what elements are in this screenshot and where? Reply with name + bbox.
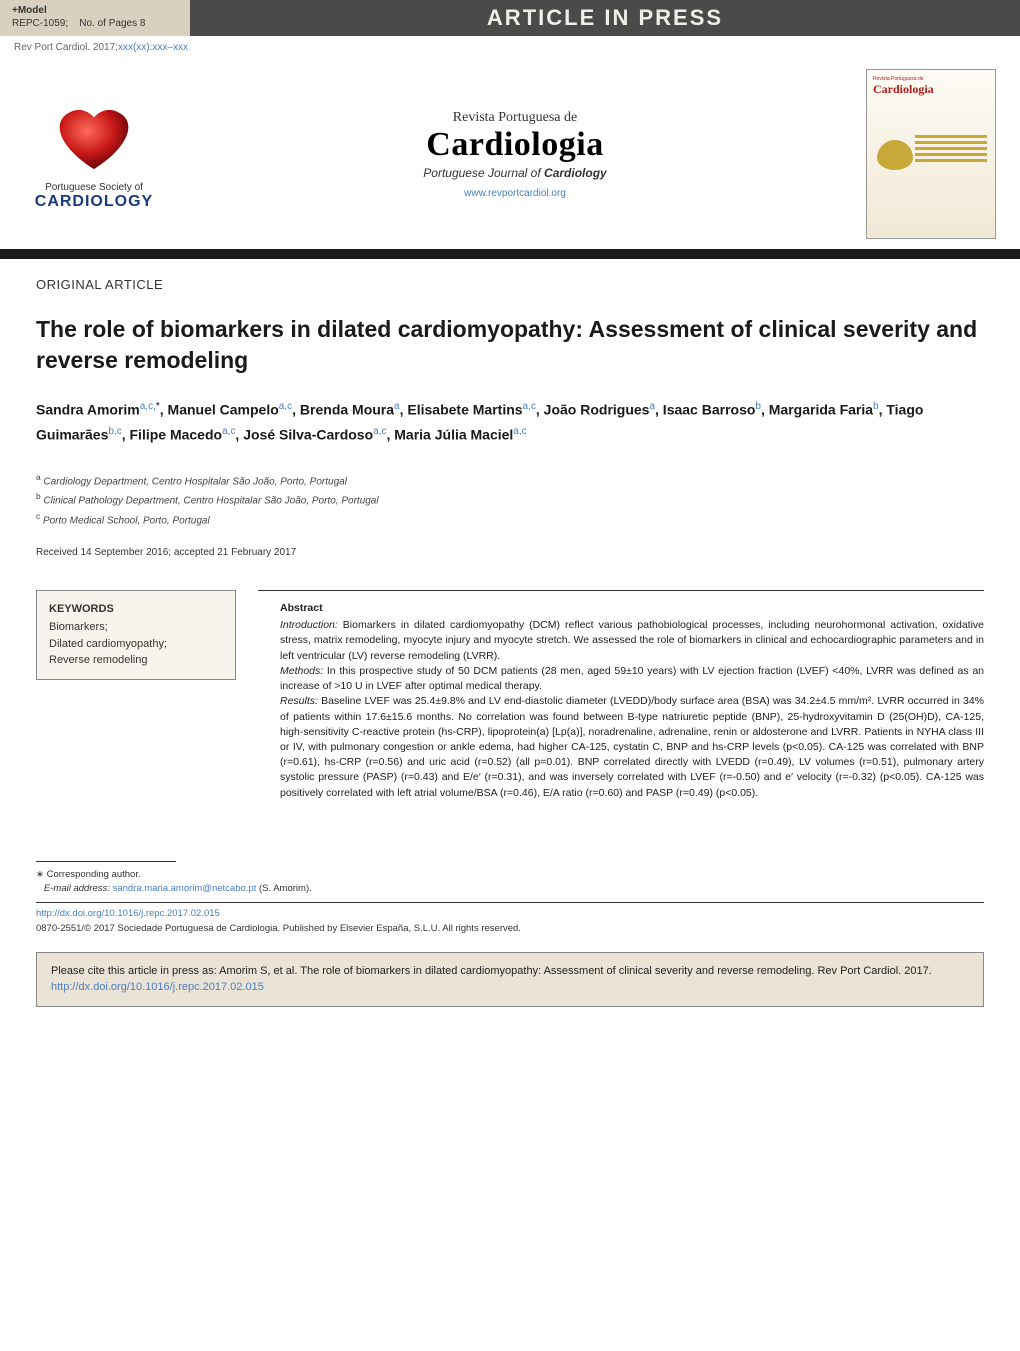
abstract-head: Abstract [280, 601, 984, 616]
abstract-results: Results: Baseline LVEF was 25.4±9.8% and… [280, 694, 984, 801]
pages-label: No. of Pages 8 [79, 18, 145, 29]
authors-list: Sandra Amorima,c,*, Manuel Campeloa,c, B… [36, 398, 984, 447]
society-line2: CARDIOLOGY [35, 193, 153, 211]
model-prefix: +Model [12, 5, 47, 16]
keyword-item: Dilated cardiomyopathy; [49, 636, 223, 653]
received-accepted: Received 14 September 2016; accepted 21 … [36, 547, 984, 558]
article-type: ORIGINAL ARTICLE [36, 277, 984, 292]
cite-text: Please cite this article in press as: Am… [51, 965, 932, 977]
doi-link[interactable]: http://dx.doi.org/10.1016/j.repc.2017.02… [36, 908, 220, 919]
journal-en-sub: Portuguese Journal of Cardiology [188, 166, 842, 180]
citation-vol-link[interactable]: xxx(xx):xxx–xxx [118, 42, 188, 53]
journal-cover-thumbnail: Revista Portuguesa de Cardiologia [866, 69, 996, 239]
journal-pt-main: Cardiologia [188, 126, 842, 164]
journal-header: Portuguese Society of CARDIOLOGY Revista… [0, 59, 1020, 249]
affiliation-item: c Porto Medical School, Porto, Portugal [36, 510, 984, 529]
cite-doi-link[interactable]: http://dx.doi.org/10.1016/j.repc.2017.02… [51, 981, 264, 993]
abstract-body: Abstract Introduction: Biomarkers in dil… [258, 590, 984, 801]
banner: +Model REPC-1059; No. of Pages 8 ARTICLE… [0, 0, 1020, 36]
citation-line: Rev Port Cardiol. 2017;xxx(xx):xxx–xxx [0, 36, 1020, 59]
keyword-item: Reverse remodeling [49, 652, 223, 669]
abstract-methods: Methods: In this prospective study of 50… [280, 664, 984, 694]
affiliation-item: a Cardiology Department, Centro Hospital… [36, 471, 984, 490]
doi-copyright: http://dx.doi.org/10.1016/j.repc.2017.02… [0, 907, 1020, 952]
abstract-intro: Introduction: Biomarkers in dilated card… [280, 618, 984, 664]
society-line1: Portuguese Society of [45, 182, 143, 193]
journal-pt-sub: Revista Portuguesa de [188, 110, 842, 126]
keyword-item: Biomarkers; [49, 619, 223, 636]
doi-separator [36, 902, 984, 903]
society-logo: Portuguese Society of CARDIOLOGY [24, 98, 164, 211]
article-in-press-label: ARTICLE IN PRESS [190, 0, 1020, 36]
affiliation-item: b Clinical Pathology Department, Centro … [36, 490, 984, 509]
heart-icon [39, 98, 149, 178]
keywords-box: KEYWORDS Biomarkers;Dilated cardiomyopat… [36, 590, 236, 680]
keywords-head: KEYWORDS [49, 601, 223, 618]
footnote-separator [36, 861, 176, 862]
journal-url-link[interactable]: www.revportcardiol.org [464, 188, 566, 199]
corresponding-email-link[interactable]: sandra.maria.amorim@netcabo.pt [113, 883, 257, 894]
keywords-items: Biomarkers;Dilated cardiomyopathy;Revers… [49, 619, 223, 669]
model-tag: +Model REPC-1059; No. of Pages 8 [0, 0, 190, 36]
affiliations-list: a Cardiology Department, Centro Hospital… [36, 471, 984, 529]
model-ref: REPC-1059; [12, 18, 68, 29]
journal-title-block: Revista Portuguesa de Cardiologia Portug… [188, 110, 842, 199]
abstract-block: KEYWORDS Biomarkers;Dilated cardiomyopat… [36, 590, 984, 801]
corresponding-author: ∗ Corresponding author. E-mail address: … [0, 868, 1020, 897]
article-title: The role of biomarkers in dilated cardio… [36, 314, 984, 376]
journal-abbrev: Rev Port Cardiol. 2017; [14, 42, 118, 53]
cite-article-box: Please cite this article in press as: Am… [36, 952, 984, 1007]
copyright-text: 0870-2551/© 2017 Sociedade Portuguesa de… [36, 923, 521, 934]
header-rule [0, 249, 1020, 259]
